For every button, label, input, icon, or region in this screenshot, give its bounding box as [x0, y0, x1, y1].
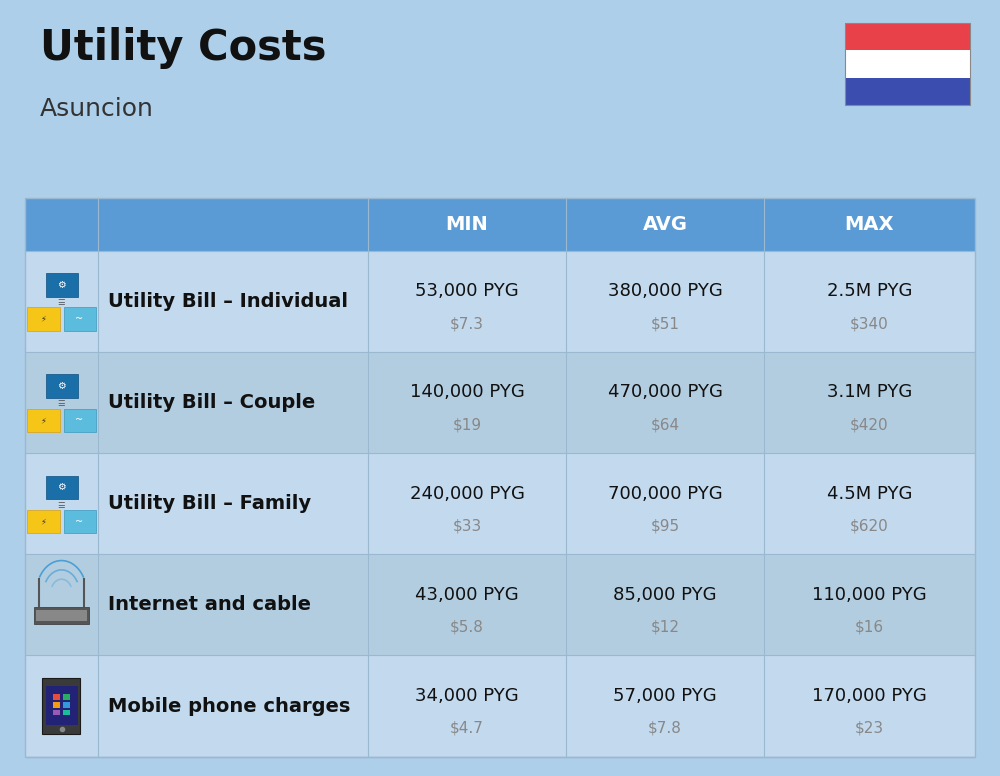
- Text: Utility Costs: Utility Costs: [40, 27, 326, 69]
- Bar: [42, 678, 80, 734]
- Text: 380,000 PYG: 380,000 PYG: [608, 282, 722, 300]
- Bar: [52, 710, 60, 715]
- Text: $16: $16: [855, 619, 884, 635]
- Bar: [845, 23, 970, 50]
- Text: $19: $19: [452, 417, 482, 432]
- Bar: [25, 453, 975, 554]
- Text: ⚙: ⚙: [57, 280, 66, 290]
- Text: $4.7: $4.7: [450, 721, 484, 736]
- Bar: [25, 554, 975, 656]
- Bar: [25, 251, 975, 352]
- Bar: [27, 409, 60, 432]
- Bar: [25, 198, 975, 251]
- Bar: [845, 78, 970, 105]
- Text: 4.5M PYG: 4.5M PYG: [827, 484, 912, 503]
- Text: ☰: ☰: [58, 298, 65, 307]
- Text: ~: ~: [75, 517, 84, 526]
- Text: 700,000 PYG: 700,000 PYG: [608, 484, 722, 503]
- Text: Asuncion: Asuncion: [40, 97, 154, 121]
- Bar: [25, 352, 975, 453]
- Text: ⚙: ⚙: [57, 483, 66, 492]
- Text: Utility Bill – Family: Utility Bill – Family: [108, 494, 311, 513]
- Text: 43,000 PYG: 43,000 PYG: [415, 586, 519, 604]
- Text: ~: ~: [75, 415, 84, 425]
- Bar: [52, 702, 60, 708]
- Bar: [64, 510, 96, 533]
- Text: $95: $95: [650, 518, 680, 533]
- Text: Utility Bill – Individual: Utility Bill – Individual: [108, 292, 348, 310]
- Bar: [46, 273, 78, 296]
- Text: $420: $420: [850, 417, 889, 432]
- Bar: [46, 476, 78, 499]
- Text: ⚡: ⚡: [41, 314, 46, 324]
- Text: 140,000 PYG: 140,000 PYG: [410, 383, 524, 401]
- Text: 34,000 PYG: 34,000 PYG: [415, 687, 519, 705]
- Text: $51: $51: [650, 316, 680, 331]
- Text: $33: $33: [452, 518, 482, 533]
- Text: 470,000 PYG: 470,000 PYG: [608, 383, 722, 401]
- Bar: [64, 409, 96, 432]
- Text: $5.8: $5.8: [450, 619, 484, 635]
- Bar: [36, 610, 87, 621]
- Text: ⚙: ⚙: [57, 381, 66, 391]
- Bar: [46, 375, 78, 398]
- Text: Internet and cable: Internet and cable: [108, 595, 311, 615]
- Bar: [27, 510, 60, 533]
- Bar: [62, 702, 70, 708]
- Text: AVG: AVG: [642, 215, 688, 234]
- Bar: [25, 656, 975, 757]
- Text: 110,000 PYG: 110,000 PYG: [812, 586, 927, 604]
- Text: Mobile phone charges: Mobile phone charges: [108, 697, 350, 715]
- Text: MIN: MIN: [446, 215, 488, 234]
- Text: $64: $64: [650, 417, 680, 432]
- Bar: [64, 307, 96, 331]
- Text: ☰: ☰: [58, 400, 65, 408]
- Text: 240,000 PYG: 240,000 PYG: [410, 484, 524, 503]
- Text: 57,000 PYG: 57,000 PYG: [613, 687, 717, 705]
- Bar: [27, 307, 60, 331]
- Text: $340: $340: [850, 316, 889, 331]
- Text: ⚡: ⚡: [41, 517, 46, 526]
- Text: $7.8: $7.8: [648, 721, 682, 736]
- Text: ⚡: ⚡: [41, 416, 46, 424]
- Text: ☰: ☰: [58, 501, 65, 510]
- Text: $12: $12: [650, 619, 680, 635]
- Bar: [845, 23, 970, 105]
- Text: $7.3: $7.3: [450, 316, 484, 331]
- Text: ~: ~: [75, 314, 84, 324]
- Bar: [62, 695, 70, 700]
- Text: 85,000 PYG: 85,000 PYG: [613, 586, 717, 604]
- Text: $620: $620: [850, 518, 889, 533]
- Text: MAX: MAX: [845, 215, 894, 234]
- Text: 2.5M PYG: 2.5M PYG: [827, 282, 912, 300]
- Bar: [46, 686, 78, 725]
- Bar: [34, 607, 89, 624]
- Bar: [62, 710, 70, 715]
- Text: $23: $23: [855, 721, 884, 736]
- Text: 170,000 PYG: 170,000 PYG: [812, 687, 927, 705]
- Bar: [52, 695, 60, 700]
- Text: 53,000 PYG: 53,000 PYG: [415, 282, 519, 300]
- Bar: [845, 50, 970, 78]
- Text: 3.1M PYG: 3.1M PYG: [827, 383, 912, 401]
- Text: Utility Bill – Couple: Utility Bill – Couple: [108, 393, 315, 412]
